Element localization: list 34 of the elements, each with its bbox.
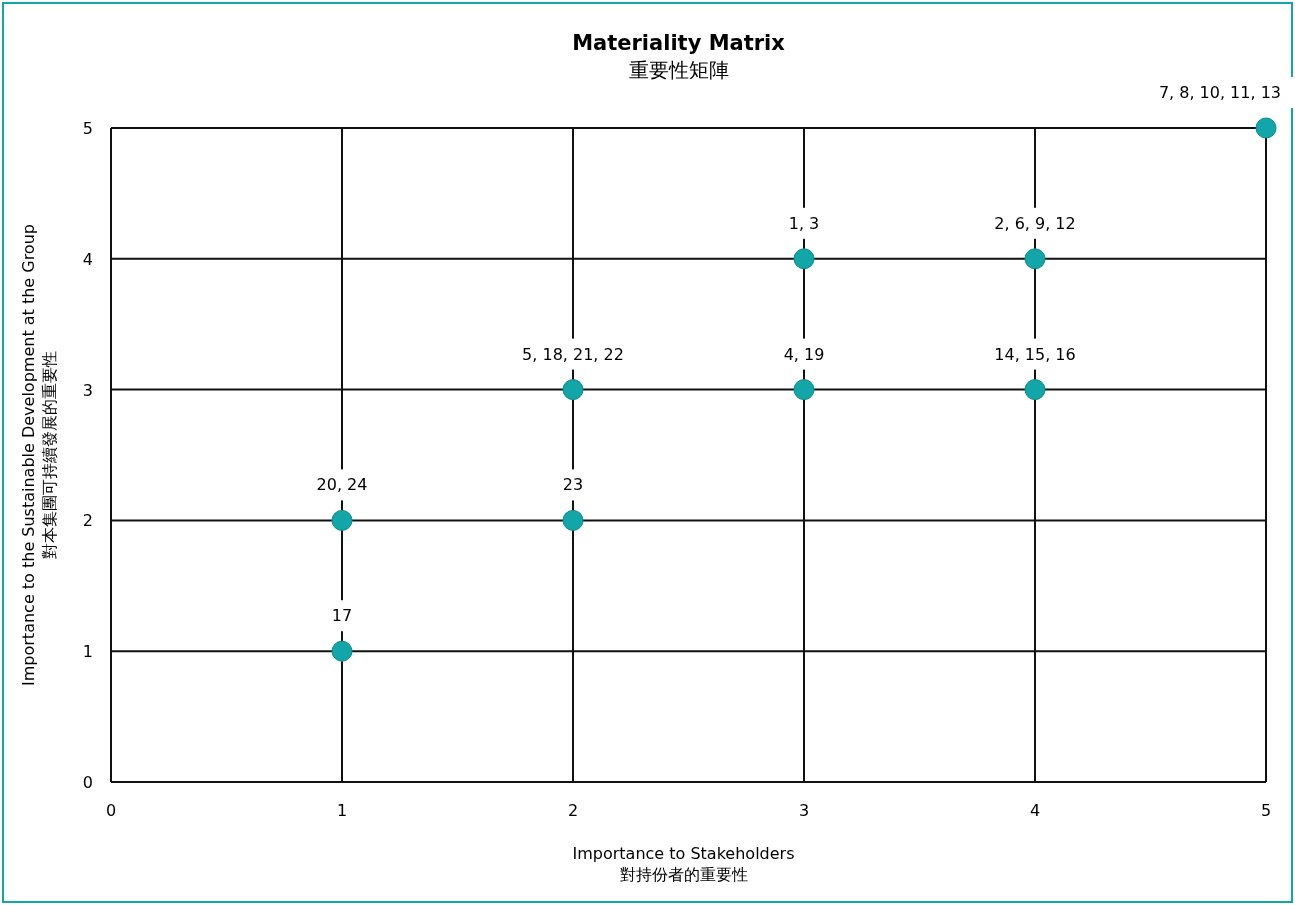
x-tick-label: 2 — [567, 801, 579, 820]
annotation: 1, 3 — [788, 213, 820, 233]
point — [793, 379, 815, 401]
annotation: 7, 8, 10, 11, 13 — [1158, 83, 1281, 102]
annotation: 2, 6, 9, 12 — [994, 213, 1076, 233]
y-tick-label: 2 — [82, 511, 93, 531]
x-tick-label: 3 — [798, 801, 810, 820]
point — [1024, 248, 1046, 270]
point — [1024, 379, 1046, 401]
x-tick-label: 0 — [105, 801, 117, 820]
point — [1255, 117, 1277, 139]
y-tick-label: 5 — [82, 119, 93, 138]
y-tick-label: 4 — [82, 249, 93, 269]
point — [331, 640, 353, 662]
annotation: 17 — [331, 606, 353, 626]
y-tick-label: 3 — [82, 380, 93, 400]
point — [562, 509, 584, 531]
point — [793, 248, 815, 270]
x-axis-title: Importance to Stakeholders 對持份者的重要性 — [572, 844, 795, 884]
annotation: 4, 19 — [783, 344, 825, 364]
chart-title: Materiality Matrix — [572, 31, 786, 55]
x-tick-label: 4 — [1029, 801, 1041, 820]
point — [562, 379, 584, 401]
y-tick-label: 0 — [82, 773, 93, 792]
annotation: 14, 15, 16 — [994, 344, 1076, 364]
chart-subtitle: 重要性矩陣 — [628, 58, 729, 82]
point — [331, 509, 353, 531]
y-tick-label: 1 — [82, 642, 93, 662]
annotation: 20, 24 — [316, 475, 368, 495]
annotation: 5, 18, 21, 22 — [522, 344, 624, 364]
x-tick-label: 1 — [336, 801, 348, 820]
x-tick-label: 5 — [1260, 801, 1272, 820]
y-axis-title: Importance to the Sustainable Development at the Group 對本集團可持續發展的重要性 — [19, 224, 59, 686]
annotation: 23 — [562, 475, 584, 495]
